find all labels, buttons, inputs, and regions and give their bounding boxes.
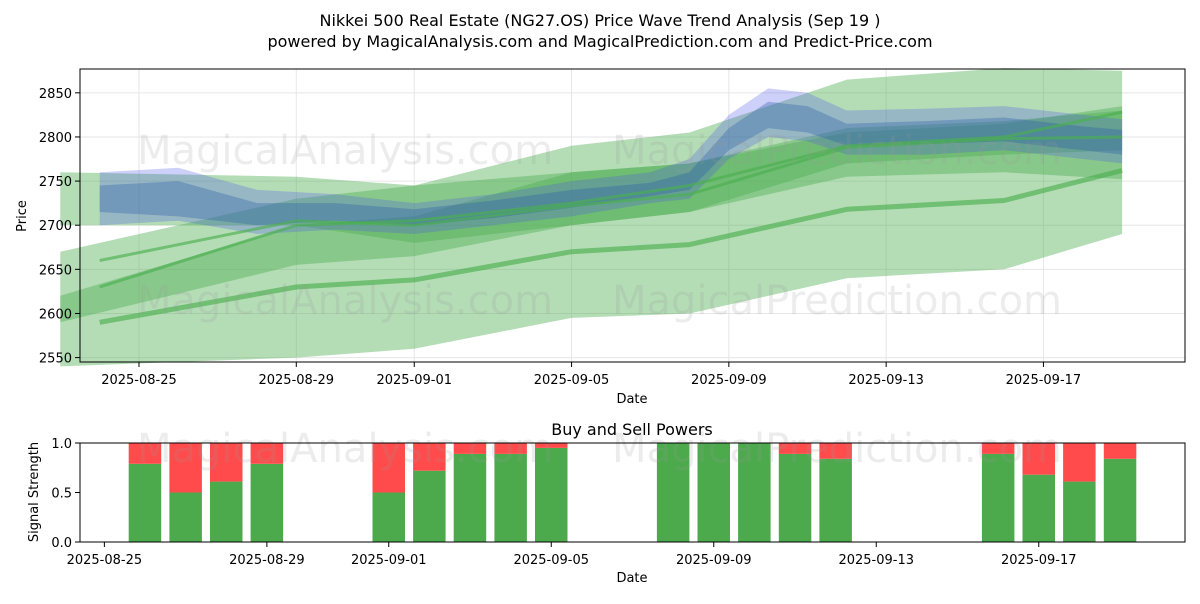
price-x-tick-label: 2025-09-05 xyxy=(534,373,610,388)
buy-power-bar xyxy=(494,453,527,542)
sell-power-bar xyxy=(210,443,243,482)
green-trend-line xyxy=(99,135,1123,262)
sell-power-bar xyxy=(128,443,162,464)
price-x-axis-label: Date xyxy=(616,392,647,407)
power-x-tick-label: 2025-09-09 xyxy=(676,553,752,568)
buy-power-bar xyxy=(819,458,852,542)
price-y-tick-label: 2800 xyxy=(39,131,72,146)
power-x-tick-label: 2025-09-05 xyxy=(513,553,589,568)
chart-title-line2: powered by MagicalAnalysis.com and Magic… xyxy=(267,32,932,51)
price-x-tick-label: 2025-08-29 xyxy=(258,373,334,388)
buy-power-bar xyxy=(372,492,405,542)
price-x-tick-label: 2025-09-13 xyxy=(848,373,924,388)
buy-power-bar xyxy=(413,470,446,542)
price-x-tick-label: 2025-09-17 xyxy=(1006,373,1082,388)
power-y-tick-label: 1.0 xyxy=(51,437,72,452)
sell-power-bar xyxy=(819,443,852,459)
wave-bands xyxy=(99,88,1123,235)
sell-power-bar xyxy=(250,443,284,464)
chart-title-line1: Nikkei 500 Real Estate (NG27.OS) Price W… xyxy=(320,11,881,30)
power-x-axis-label: Date xyxy=(616,571,647,586)
sell-power-bar xyxy=(535,443,568,448)
watermark-text: MagicalAnalysis.com xyxy=(137,128,553,174)
sell-power-bar xyxy=(1103,443,1137,459)
green-forecast-band xyxy=(60,106,1123,367)
power-x-tick-label: 2025-09-01 xyxy=(351,553,427,568)
sell-power-bar xyxy=(981,443,1015,454)
buy-power-bar xyxy=(1063,481,1096,542)
price-x-tick-label: 2025-08-25 xyxy=(101,373,177,388)
buy-power-bar xyxy=(128,463,162,542)
price-y-axis-label: Price xyxy=(15,200,30,232)
price-plot: MagicalAnalysis.com MagicalPrediction.com… xyxy=(15,68,1186,407)
buy-power-bar xyxy=(535,447,568,542)
power-y-tick-label: 0.5 xyxy=(51,487,72,502)
price-y-tick-label: 2850 xyxy=(39,87,72,102)
sell-power-bar xyxy=(494,443,527,454)
watermark-text: MagicalAnalysis.com xyxy=(137,426,553,472)
green-forecast-band xyxy=(60,68,1123,323)
power-watermarks: MagicalAnalysis.com MagicalPrediction.com xyxy=(137,426,1062,472)
power-x-tick-label: 2025-09-17 xyxy=(1001,553,1077,568)
power-y-ticks: 0.0 0.5 1.0 xyxy=(51,437,80,551)
blue-wave-band xyxy=(99,101,1123,226)
sell-power-bar xyxy=(1063,443,1096,482)
watermark-text: MagicalPrediction.com xyxy=(612,128,1062,174)
power-x-tick-label: 2025-08-25 xyxy=(67,553,143,568)
buy-power-bar xyxy=(738,443,771,542)
sell-power-bar xyxy=(169,443,202,493)
power-plot-title: Buy and Sell Powers xyxy=(551,420,713,439)
watermark-text: MagicalPrediction.com xyxy=(612,426,1062,472)
price-y-ticks: 2550 2600 2650 2700 2750 2800 2850 xyxy=(39,87,80,367)
price-y-tick-label: 2700 xyxy=(39,219,72,234)
price-watermarks: MagicalAnalysis.com MagicalPrediction.com… xyxy=(137,128,1062,324)
sell-power-bar xyxy=(453,443,487,454)
green-trend-line xyxy=(99,110,1123,289)
green-forecast-band xyxy=(60,110,1123,243)
buy-power-bar xyxy=(1103,458,1137,542)
price-y-tick-label: 2600 xyxy=(39,307,72,322)
power-y-axis-label: Signal Strength xyxy=(27,442,42,542)
power-x-tick-label: 2025-09-13 xyxy=(838,553,914,568)
green-trend-line xyxy=(99,168,1123,325)
buy-power-bar xyxy=(981,453,1015,542)
power-plot: Buy and Sell Powers MagicalAnalysis.com M… xyxy=(27,420,1186,586)
buy-power-bar xyxy=(1022,474,1055,542)
sell-power-bar xyxy=(413,443,446,471)
watermark-text: MagicalAnalysis.com xyxy=(137,278,553,324)
price-plot-frame xyxy=(79,68,1186,363)
price-bands xyxy=(60,68,1123,367)
buy-power-bar xyxy=(210,481,243,542)
watermark-text: MagicalPrediction.com xyxy=(612,278,1062,324)
price-y-tick-label: 2550 xyxy=(39,352,72,367)
price-x-tick-label: 2025-09-01 xyxy=(376,373,452,388)
price-x-ticks: 2025-08-25 2025-08-29 2025-09-01 2025-09-05… xyxy=(101,362,1081,388)
buy-power-bar xyxy=(250,463,284,542)
price-y-tick-label: 2650 xyxy=(39,263,72,278)
power-y-tick-label: 0.0 xyxy=(51,536,72,551)
price-y-tick-label: 2750 xyxy=(39,175,72,190)
buy-power-bar xyxy=(169,492,202,542)
trend-lines xyxy=(99,110,1123,325)
sell-power-bar xyxy=(372,443,405,493)
power-bars xyxy=(128,443,1137,542)
blue-wave-band xyxy=(99,88,1123,235)
buy-power-bar xyxy=(453,453,487,542)
buy-power-bar xyxy=(697,443,730,542)
power-x-tick-label: 2025-08-29 xyxy=(229,553,305,568)
buy-power-bar xyxy=(778,453,812,542)
sell-power-bar xyxy=(778,443,812,454)
sell-power-bar xyxy=(1022,443,1055,475)
power-x-ticks: 2025-08-25 2025-08-29 2025-09-01 2025-09-05… xyxy=(67,542,1077,568)
price-x-tick-label: 2025-09-09 xyxy=(691,373,767,388)
buy-power-bar xyxy=(656,443,690,542)
